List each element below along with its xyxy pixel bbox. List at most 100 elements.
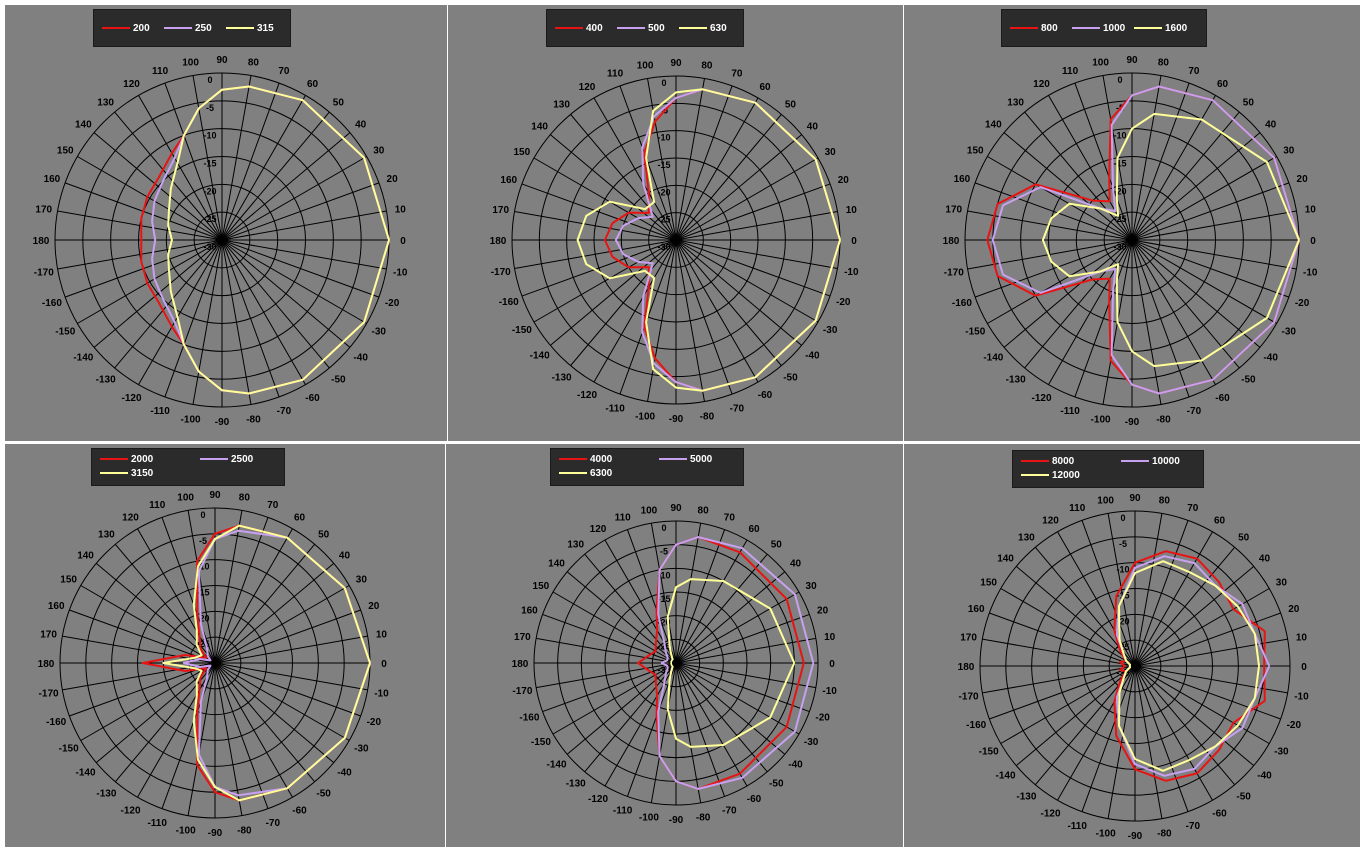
angle-tick-label: 40 (1265, 120, 1277, 131)
polar-spoke (214, 585, 350, 664)
angle-tick-label: -50 (769, 779, 784, 790)
angle-tick-label: 60 (759, 82, 771, 93)
angle-tick-label: -10 (1303, 267, 1318, 278)
radial-tick-label: -25 (1116, 642, 1129, 652)
angle-tick-label: -90 (215, 417, 230, 428)
angle-tick-label: 110 (152, 66, 169, 77)
angle-tick-label: 150 (514, 147, 531, 158)
angle-tick-label: -10 (1294, 691, 1309, 702)
angle-tick-label: -100 (176, 825, 196, 836)
polar-spoke (114, 239, 223, 369)
polar-spoke (221, 239, 351, 348)
angle-tick-label: -130 (1006, 375, 1026, 386)
polar-spoke (675, 539, 748, 664)
angle-tick-label: 80 (701, 61, 713, 72)
polar-spoke (164, 239, 223, 398)
angle-tick-label: 20 (387, 174, 399, 185)
angle-tick-label: 150 (533, 581, 550, 592)
radial-tick-label: -30 (1113, 242, 1126, 252)
series-line-315 (167, 85, 390, 395)
angle-tick-label: 180 (33, 236, 50, 247)
legend-label: 1600 (1165, 22, 1188, 34)
series-line-5000 (657, 536, 815, 790)
legend-entry-315: 315 (226, 21, 274, 35)
angle-tick-label: -160 (46, 717, 66, 728)
polar-spoke (214, 662, 350, 741)
radial-tick-label: -20 (203, 186, 216, 196)
polar-spoke (221, 75, 252, 241)
polar-center (1128, 236, 1136, 244)
angle-tick-label: -90 (1128, 831, 1143, 842)
polar-chart-panel-6: 0 -5 -10 -15 -20 -25 -30 0 10 20 30 40 50 60 70 80 90 100… (904, 444, 1360, 847)
legend-label: 630 (710, 22, 727, 34)
angle-tick-label: 50 (1238, 533, 1250, 544)
angle-tick-label: 70 (724, 512, 736, 523)
legend-entry-12000: 12000 (1021, 468, 1080, 482)
polar-spoke (514, 239, 677, 269)
angle-tick-label: -130 (96, 375, 116, 386)
polar-plot-svg: 0 -5 -10 -15 -20 -25 -30 0 10 20 30 40 50 60 70 80 90 100… (33, 55, 408, 428)
legend-label: 8000 (1052, 455, 1075, 467)
polar-spoke (214, 562, 335, 664)
angle-tick-label: -170 (39, 688, 59, 699)
polar-spoke (1131, 239, 1190, 398)
angle-tick-label: 140 (75, 120, 92, 131)
angle-tick-label: 100 (177, 493, 194, 504)
polar-spoke (77, 239, 223, 324)
angle-tick-label: 140 (531, 122, 548, 133)
polar-spoke (521, 183, 677, 241)
legend-swatch (559, 472, 587, 474)
angle-tick-label: 0 (829, 659, 835, 670)
legend-swatch (1021, 474, 1049, 476)
angle-tick-label: 0 (1310, 236, 1316, 247)
legend-entry-2500: 2500 (200, 452, 253, 466)
angle-tick-label: -110 (1060, 406, 1080, 417)
legend-swatch (559, 458, 587, 460)
angle-tick-label: -70 (1186, 821, 1201, 832)
angle-tick-label: 180 (512, 659, 529, 670)
angle-tick-label: -20 (1287, 720, 1302, 731)
polar-spoke (57, 239, 223, 270)
angle-tick-label: -160 (966, 720, 986, 731)
legend-label: 5000 (690, 453, 713, 465)
angle-tick-label: -100 (1091, 414, 1111, 425)
polar-spoke (675, 239, 838, 269)
chart-legend: 800 1000 1600 (1001, 9, 1207, 47)
radial-tick-label: -15 (657, 594, 670, 604)
chart-legend: 400 500 630 (546, 9, 744, 47)
polar-spoke (593, 97, 677, 241)
angle-tick-label: 40 (339, 550, 351, 561)
angle-tick-label: 40 (790, 559, 802, 570)
angle-tick-label: 170 (35, 205, 52, 216)
polar-spoke (987, 239, 1133, 324)
angle-tick-label: 120 (1042, 516, 1059, 527)
radial-tick-label: -15 (203, 159, 216, 169)
polar-chart-panel-2: 0 -5 -10 -15 -20 -25 -30 0 10 20 30 40 50 60 70 80 90 100… (448, 5, 903, 441)
polar-spoke (1134, 588, 1270, 667)
legend-entry-2000: 2000 (100, 452, 153, 466)
angle-tick-label: -170 (491, 267, 511, 278)
series-line-8000 (1113, 550, 1266, 782)
angle-tick-label: 0 (851, 236, 857, 247)
polar-center (211, 659, 219, 667)
angle-tick-label: 30 (1283, 146, 1295, 157)
angle-tick-label: 100 (182, 58, 199, 69)
polar-spoke (675, 662, 786, 755)
angle-tick-label: -10 (844, 267, 859, 278)
polar-spoke (566, 571, 677, 664)
polar-spoke (114, 111, 223, 241)
legend-entry-5000: 5000 (659, 452, 712, 466)
angle-tick-label: -50 (1241, 375, 1256, 386)
angle-tick-label: -110 (613, 806, 633, 817)
polar-spoke (221, 210, 387, 241)
polar-spoke (214, 510, 243, 664)
angle-tick-label: -150 (531, 737, 551, 748)
legend-swatch (1021, 460, 1049, 462)
polar-spoke (114, 543, 216, 664)
polar-center (672, 236, 680, 244)
polar-spoke (1000, 588, 1136, 667)
angle-tick-label: 20 (838, 175, 850, 186)
angle-tick-label: -60 (758, 390, 773, 401)
radial-tick-label: -20 (657, 618, 670, 628)
chart-legend: 2000 2500 3150 (91, 448, 285, 486)
